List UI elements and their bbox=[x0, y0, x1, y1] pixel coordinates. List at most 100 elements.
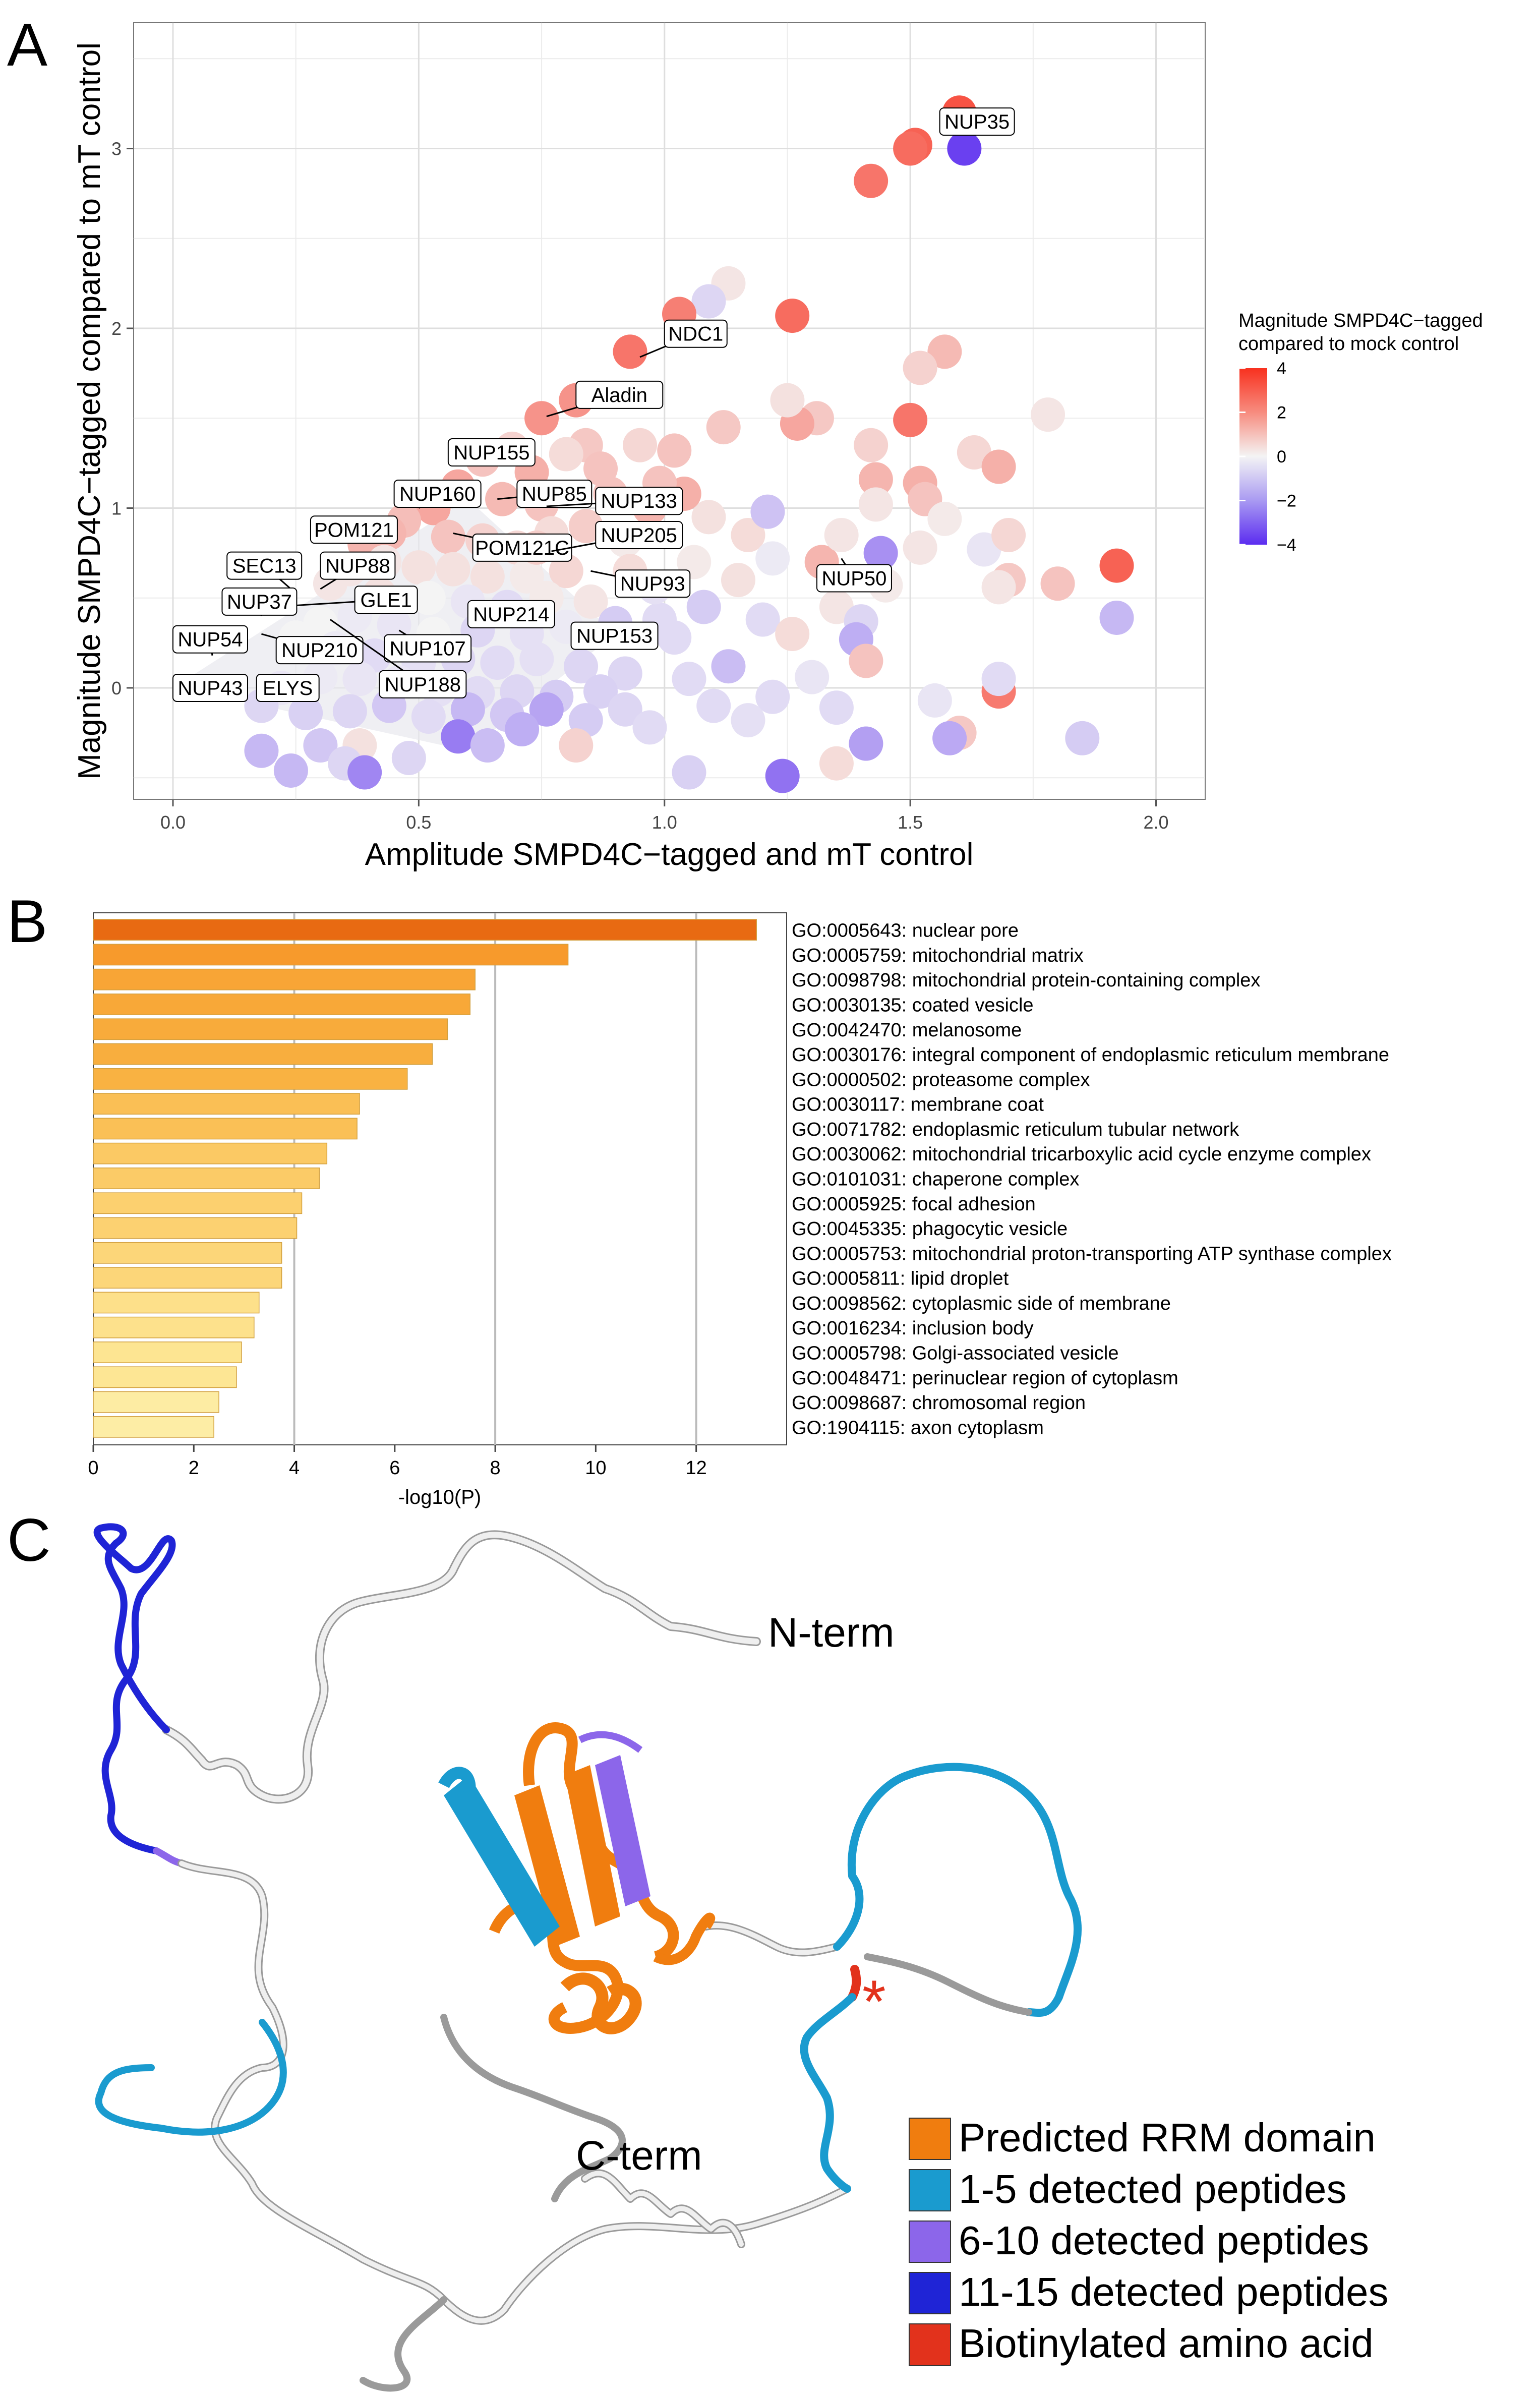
scatter-point bbox=[903, 530, 937, 565]
scatter-point bbox=[1065, 721, 1100, 755]
scatter-point bbox=[519, 641, 554, 676]
scatter-point bbox=[549, 437, 583, 472]
scatter-x-tick-label: 0.5 bbox=[406, 812, 431, 833]
scatter-point bbox=[775, 299, 810, 333]
scatter-point bbox=[981, 449, 1016, 484]
bar-category-label: GO:0042470: melanosome bbox=[792, 1020, 1022, 1041]
rrm-side-coil bbox=[653, 1912, 715, 1965]
scatter-point bbox=[765, 758, 800, 793]
right-return-coil bbox=[864, 1953, 1032, 2016]
structure-legend-swatch bbox=[909, 2323, 951, 2366]
scatter-y-tick-label: 0 bbox=[111, 678, 122, 698]
rrm-beta-strand-purple bbox=[595, 1755, 650, 1906]
scatter-point bbox=[529, 692, 564, 727]
label-text: NUP155 bbox=[453, 442, 529, 464]
scatter-point bbox=[347, 755, 382, 790]
scatter-point bbox=[947, 131, 982, 166]
scatter-y-tick-label: 1 bbox=[111, 498, 122, 519]
scatter-point bbox=[583, 674, 618, 709]
core-connector-coil bbox=[440, 2014, 626, 2202]
scatter-point bbox=[411, 580, 446, 615]
bar bbox=[93, 1242, 282, 1264]
legend-tick-label: 0 bbox=[1277, 447, 1286, 466]
label-text: NUP43 bbox=[178, 677, 243, 699]
scatter-point bbox=[573, 584, 608, 619]
label-text: NUP50 bbox=[821, 568, 886, 590]
scatter-point bbox=[755, 541, 790, 576]
bar-category-label: GO:0030135: coated vesicle bbox=[792, 995, 1034, 1016]
bar bbox=[93, 1068, 408, 1090]
label-box bbox=[467, 600, 555, 628]
bar bbox=[93, 1043, 433, 1065]
protein-label: NUP133 bbox=[546, 487, 683, 515]
scatter-x-tick-label: 0.0 bbox=[160, 812, 186, 833]
label-box bbox=[320, 551, 396, 580]
scatter-y-tick-label: 3 bbox=[111, 139, 122, 159]
scatter-point bbox=[1031, 397, 1065, 432]
scatter-point bbox=[401, 550, 436, 585]
scatter-point bbox=[824, 517, 859, 552]
protein-label: NUP50 bbox=[816, 558, 892, 593]
scatter-point bbox=[755, 679, 790, 714]
scatter-point bbox=[332, 694, 367, 729]
label-text: NUP153 bbox=[576, 625, 653, 648]
label-text: NUP188 bbox=[385, 674, 461, 696]
c-term-label: C-term bbox=[576, 2133, 702, 2179]
legend-title-line1: Magnitude SMPD4C−tagged bbox=[1238, 310, 1483, 331]
label-text: NUP93 bbox=[620, 573, 685, 595]
protein-label: NUP214 bbox=[467, 600, 555, 628]
light-blue-lower-strand bbox=[800, 1993, 856, 2193]
bar-category-label: GO:0030117: membrane coat bbox=[792, 1094, 1044, 1116]
label-box bbox=[615, 569, 691, 598]
scatter-point bbox=[745, 602, 780, 637]
label-text: SEC13 bbox=[232, 555, 297, 577]
label-box bbox=[595, 487, 683, 515]
scatter-point bbox=[750, 494, 785, 529]
label-box bbox=[595, 520, 683, 549]
bar bbox=[93, 1142, 328, 1164]
label-box bbox=[172, 673, 248, 702]
scatter-point bbox=[858, 487, 893, 522]
bar-category-label: GO:0098562: cytoplasmic side of membrane bbox=[792, 1293, 1171, 1314]
scatter-point bbox=[932, 721, 967, 755]
bar-x-tick-label: 0 bbox=[88, 1457, 98, 1479]
n-term-label: N-term bbox=[768, 1610, 895, 1656]
protein-label: POM121 bbox=[310, 515, 398, 544]
label-box bbox=[664, 319, 728, 348]
tail-coil bbox=[360, 2296, 447, 2392]
scatter-point bbox=[672, 755, 706, 790]
scatter-point bbox=[672, 662, 706, 696]
label-text: NUP85 bbox=[522, 483, 587, 505]
protein-label: NUP88 bbox=[320, 551, 396, 590]
scatter-point bbox=[893, 131, 928, 166]
label-box bbox=[939, 107, 1015, 136]
bar-category-label: GO:0071782: endoplasmic reticulum tubula… bbox=[792, 1119, 1239, 1140]
label-box bbox=[172, 625, 248, 654]
structure-legend-label: 11-15 detected peptides bbox=[959, 2269, 1389, 2314]
n-term-coil bbox=[162, 1530, 761, 1804]
scatter-point bbox=[981, 662, 1016, 696]
bar-category-label: GO:0098687: chromosomal region bbox=[792, 1392, 1086, 1414]
scatter-point bbox=[303, 728, 338, 763]
scatter-point bbox=[819, 690, 854, 725]
scatter-x-tick-label: 1.0 bbox=[652, 812, 677, 833]
scatter-y-tick-label: 2 bbox=[111, 318, 122, 339]
scatter-point bbox=[863, 536, 898, 570]
label-box bbox=[221, 587, 298, 616]
scatter-point bbox=[411, 699, 446, 734]
bar bbox=[93, 1267, 282, 1289]
label-text: NUP35 bbox=[944, 111, 1010, 133]
panel-c-letter: C bbox=[7, 1506, 51, 1574]
protein-label: NUP54 bbox=[172, 625, 248, 656]
protein-label: NUP35 bbox=[939, 107, 1015, 136]
scatter-point bbox=[731, 703, 765, 738]
protein-label: POM121C bbox=[453, 532, 572, 562]
bar-category-label: GO:0101031: chaperone complex bbox=[792, 1169, 1079, 1190]
scatter-point bbox=[696, 688, 731, 723]
protein-label: NUP153 bbox=[570, 621, 659, 650]
bar-category-label: GO:0030062: mitochondrial tricarboxylic … bbox=[792, 1144, 1371, 1165]
scatter-point bbox=[470, 559, 505, 594]
bar-category-label: GO:0005811: lipid droplet bbox=[792, 1268, 1009, 1290]
panel-a-letter: A bbox=[7, 11, 48, 79]
bar-category-label: GO:0030176: integral component of endopl… bbox=[792, 1044, 1389, 1066]
